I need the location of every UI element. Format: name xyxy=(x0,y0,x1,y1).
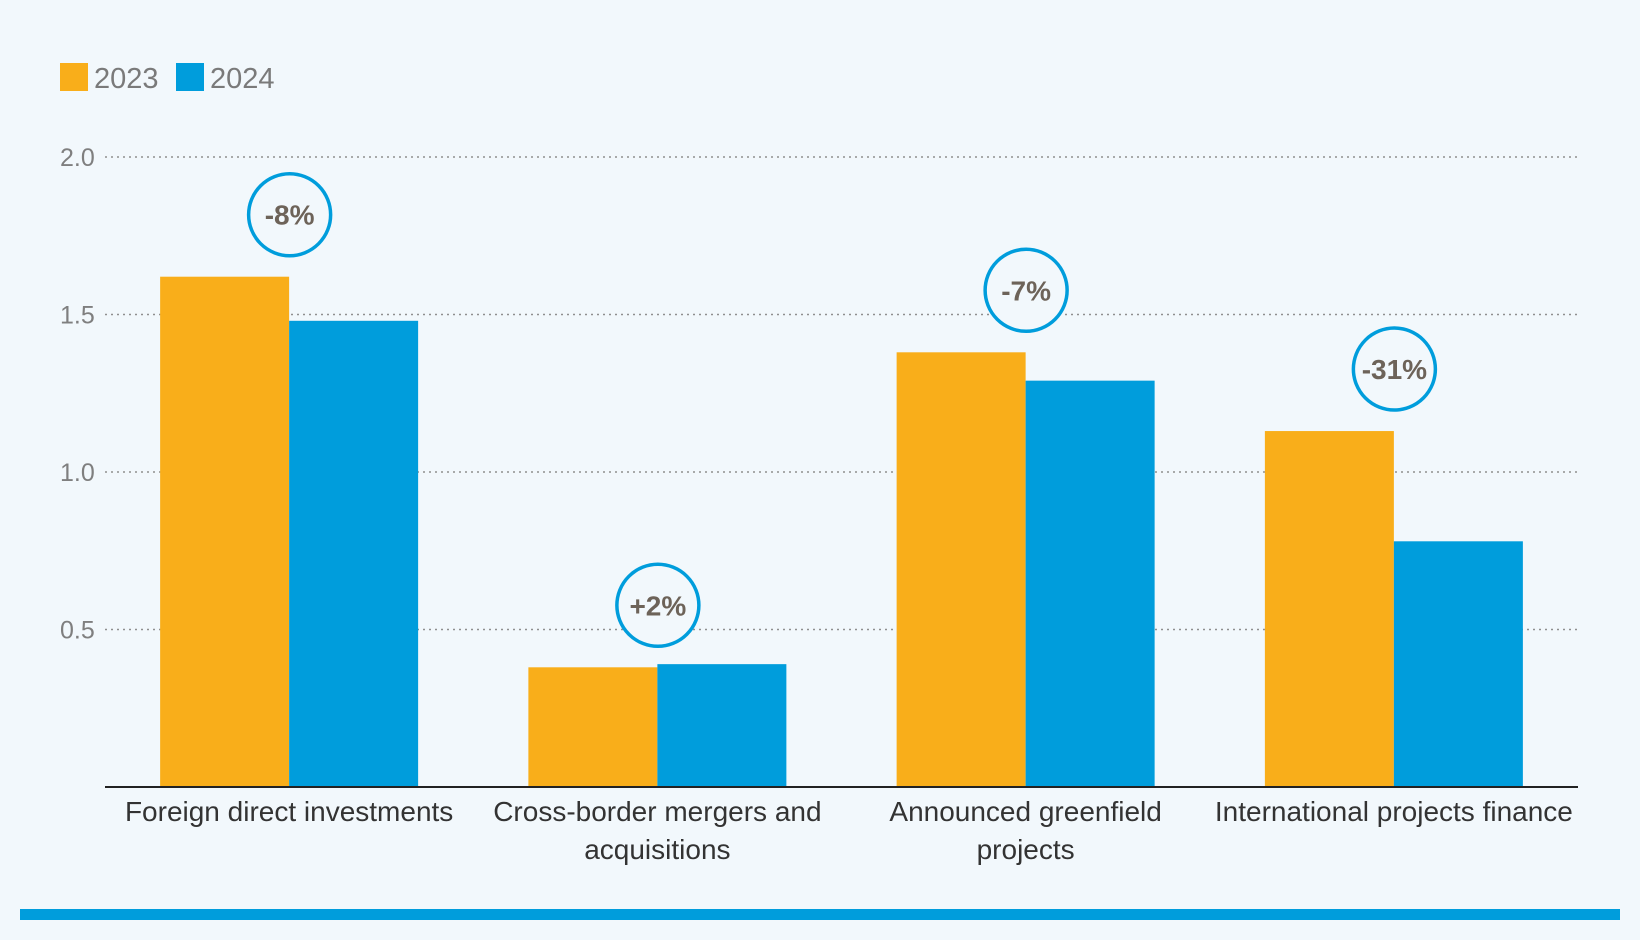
change-label-3: -7% xyxy=(1001,275,1051,306)
category-label-4-line-1: International projects finance xyxy=(1215,796,1573,827)
legend-item-2024: 2024 xyxy=(176,63,275,95)
bar-2023-category-2 xyxy=(528,667,658,787)
bar-2023-category-3 xyxy=(896,352,1026,787)
bar-2023-category-1 xyxy=(160,276,290,787)
legend-swatch-2023 xyxy=(60,63,88,91)
category-labels: Foreign direct investments Cross-border m… xyxy=(125,796,1573,865)
legend: 2023 2024 xyxy=(60,63,275,95)
legend-swatch-2024 xyxy=(176,63,204,91)
change-circle-3 xyxy=(983,247,1069,334)
y-tick-label-0.5: 0.5 xyxy=(60,617,95,645)
change-circle-4 xyxy=(1351,326,1438,412)
change-label-4: -31% xyxy=(1362,354,1427,385)
bar-2024-category-3 xyxy=(1025,380,1155,787)
change-circle-2 xyxy=(615,562,701,649)
bottom-accent-bar xyxy=(20,909,1620,920)
category-label-1-line-1: Foreign direct investments xyxy=(125,796,453,827)
y-axis-ticks: 0.5 1.0 1.5 2.0 xyxy=(60,144,95,645)
bar-2024-category-4 xyxy=(1393,541,1523,787)
change-label-1: -8% xyxy=(265,200,315,231)
category-label-2-line-2: acquisitions xyxy=(584,834,730,865)
category-label-3-line-1: Announced greenfield xyxy=(889,796,1161,827)
change-label-2: +2% xyxy=(629,590,686,621)
category-label-2-line-1: Cross-border mergers and xyxy=(493,796,821,827)
category-label-3-line-2: projects xyxy=(977,834,1075,865)
y-tick-label-1.0: 1.0 xyxy=(60,459,95,487)
change-circle-1 xyxy=(246,171,333,258)
change-annotations: -8% +2% -7% -31% xyxy=(246,171,1438,649)
bar-2024-category-2 xyxy=(657,664,787,787)
bars xyxy=(160,276,1523,787)
legend-label-2024: 2024 xyxy=(210,63,275,95)
bar-2024-category-1 xyxy=(289,320,419,787)
y-tick-label-2.0: 2.0 xyxy=(60,144,95,172)
legend-item-2023: 2023 xyxy=(60,63,159,95)
legend-label-2023: 2023 xyxy=(94,63,159,95)
bar-2023-category-4 xyxy=(1264,431,1394,787)
y-tick-label-1.5: 1.5 xyxy=(60,302,95,330)
